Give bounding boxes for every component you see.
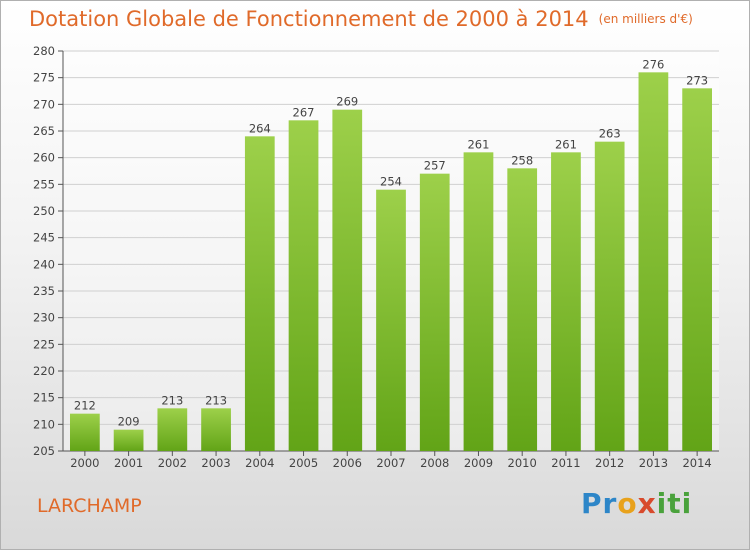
y-tick-label: 220 (33, 364, 55, 378)
y-tick-label: 260 (33, 151, 55, 165)
bar-value-label: 263 (599, 127, 621, 141)
bar-value-label: 254 (380, 175, 402, 189)
commune-name: LARCHAMP (37, 495, 142, 517)
x-tick-label: 2003 (201, 456, 230, 470)
y-tick-label: 245 (33, 231, 55, 245)
bar (201, 408, 231, 451)
x-tick-label: 2000 (70, 456, 99, 470)
bar-value-label: 213 (161, 393, 183, 407)
bar (244, 136, 275, 452)
bar (463, 152, 494, 452)
bar (507, 168, 538, 452)
bar (69, 413, 100, 451)
chart-title-block: Dotation Globale de Fonctionnement de 20… (29, 7, 693, 31)
x-tick-label: 2010 (508, 456, 537, 470)
y-tick-label: 230 (33, 311, 55, 325)
y-tick-label: 265 (33, 124, 55, 138)
y-tick-label: 205 (33, 444, 55, 458)
x-tick-label: 2014 (682, 456, 711, 470)
bar (594, 141, 625, 451)
y-tick-label: 210 (33, 417, 55, 431)
y-tick-label: 270 (33, 97, 55, 111)
bar-value-label: 273 (686, 73, 708, 87)
x-tick-label: 2013 (639, 456, 668, 470)
y-tick-label: 275 (33, 71, 55, 85)
bar (113, 429, 144, 451)
bar-value-label: 264 (249, 121, 271, 135)
bar-value-label: 276 (642, 57, 664, 71)
bar (638, 72, 669, 451)
bar-value-label: 267 (293, 105, 315, 119)
bar (682, 88, 713, 451)
bar (288, 120, 319, 451)
x-tick-label: 2001 (114, 456, 143, 470)
y-tick-label: 280 (33, 44, 55, 58)
x-tick-label: 2007 (376, 456, 405, 470)
x-tick-label: 2008 (420, 456, 449, 470)
bar-value-label: 261 (467, 137, 489, 151)
bar-value-label: 213 (205, 393, 227, 407)
bar-value-label: 257 (424, 159, 446, 173)
y-tick-label: 215 (33, 391, 55, 405)
bar-value-label: 269 (336, 95, 358, 109)
y-tick-label: 235 (33, 284, 55, 298)
bar (332, 109, 363, 452)
unit-label: (en milliers d'€) (598, 12, 693, 26)
bar-value-label: 258 (511, 153, 533, 167)
x-tick-label: 2006 (333, 456, 362, 470)
x-tick-label: 2011 (551, 456, 580, 470)
bar (157, 408, 188, 451)
proxiti-logo: Proxiti (581, 487, 693, 520)
y-tick-label: 240 (33, 257, 55, 271)
y-tick-label: 255 (33, 177, 55, 191)
bar-value-label: 261 (555, 137, 577, 151)
x-tick-label: 2009 (464, 456, 493, 470)
x-tick-label: 2005 (289, 456, 318, 470)
bar (419, 173, 450, 451)
y-tick-label: 250 (33, 204, 55, 218)
x-tick-label: 2004 (245, 456, 274, 470)
chart-title: Dotation Globale de Fonctionnement de 20… (29, 7, 589, 31)
y-tick-label: 225 (33, 337, 55, 351)
bar (376, 189, 406, 451)
x-tick-label: 2002 (158, 456, 187, 470)
bar (551, 152, 581, 452)
x-tick-label: 2012 (595, 456, 624, 470)
bar-value-label: 212 (74, 399, 96, 413)
bar-value-label: 209 (118, 415, 140, 429)
